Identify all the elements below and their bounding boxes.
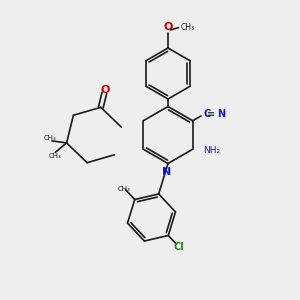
Text: ≡: ≡ [207,109,215,119]
Text: CH₃: CH₃ [118,185,131,191]
Text: NH₂: NH₂ [203,146,220,155]
Text: CH₃: CH₃ [48,153,61,159]
Text: O: O [100,85,110,95]
Text: O: O [163,22,173,32]
Text: C: C [203,109,210,119]
Text: CH₃: CH₃ [181,23,195,32]
Text: N: N [217,109,225,119]
Text: Cl: Cl [173,242,184,252]
Text: CH₃: CH₃ [43,135,56,141]
Text: N: N [162,167,171,177]
